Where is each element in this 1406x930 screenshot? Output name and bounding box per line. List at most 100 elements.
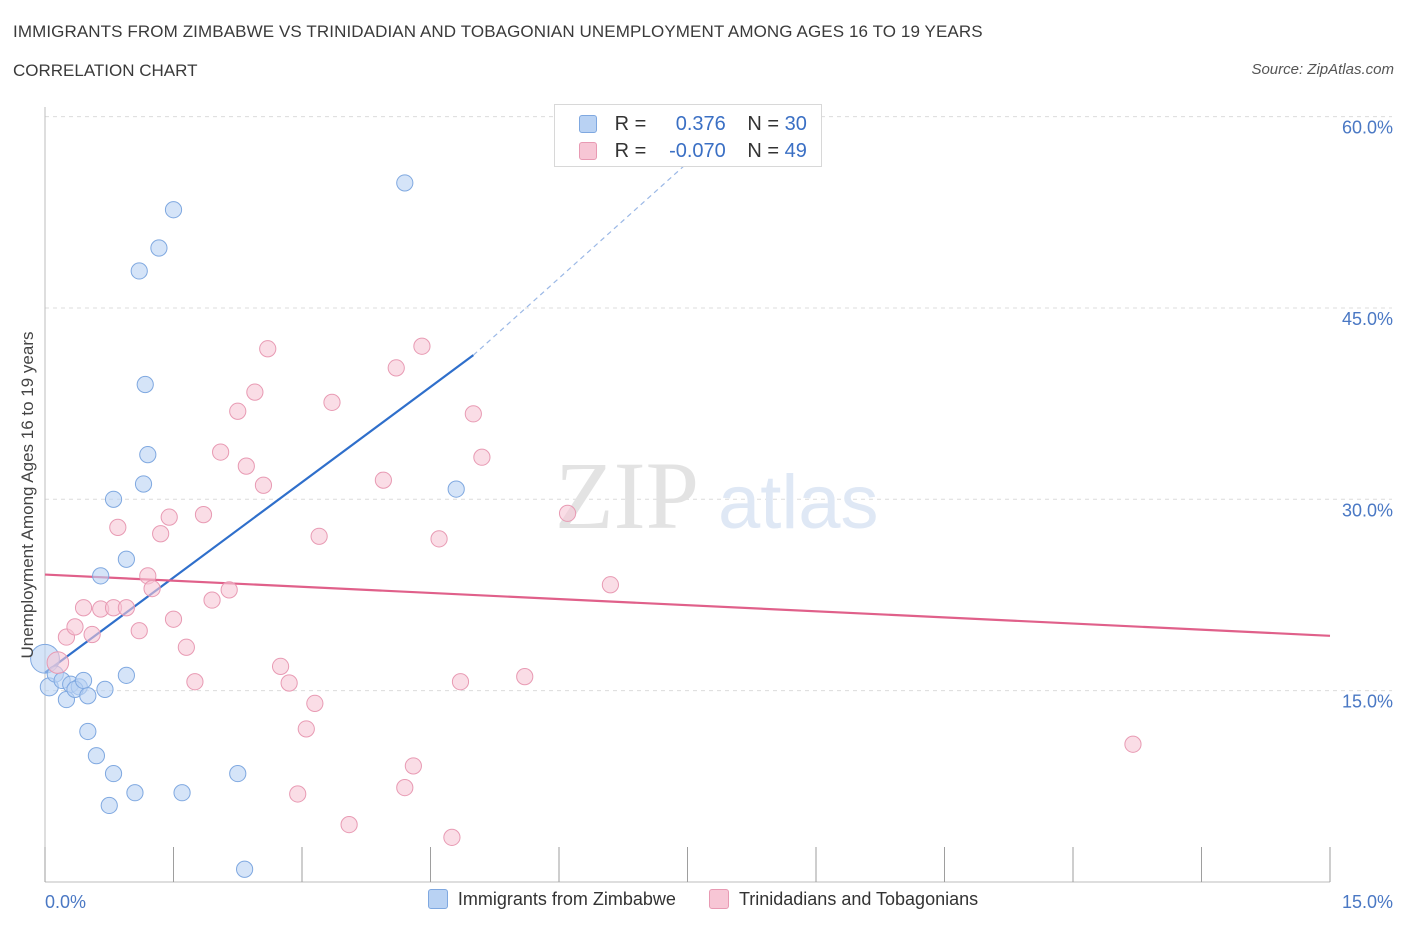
data-point-blue <box>164 201 183 219</box>
tick-labels: 15.0% 30.0% 45.0% 60.0% 0.0% 15.0% <box>45 118 1393 912</box>
data-point-pink <box>177 638 195 656</box>
trend-line-pink <box>44 573 1331 637</box>
legend-swatch-pink <box>579 142 597 160</box>
y-axis-title: Unemployment Among Ages 16 to 19 years <box>18 332 37 659</box>
data-point-pink <box>186 673 204 691</box>
data-point-pink <box>164 610 183 628</box>
y-tick-label: 60.0% <box>1342 118 1393 138</box>
data-point-pink <box>254 476 273 494</box>
data-point-pink <box>340 815 358 834</box>
legend-swatch-pink <box>708 889 729 909</box>
trend-line-blue <box>44 354 474 674</box>
data-point-pink <box>109 518 127 536</box>
data-point-blue <box>134 475 153 493</box>
data-point-pink <box>229 402 247 420</box>
data-point-blue <box>136 375 154 394</box>
data-point-pink <box>451 673 470 691</box>
data-point-blue <box>236 860 254 878</box>
x-tick-label: 15.0% <box>1342 892 1393 912</box>
data-point-blue <box>100 796 118 815</box>
r-label: R = <box>614 140 647 162</box>
data-point-blue <box>117 550 135 568</box>
data-point-pink <box>143 579 161 598</box>
source-credit: Source: ZipAtlas.com <box>1251 61 1394 78</box>
data-point-pink <box>117 599 135 617</box>
correlation-legend: R = 0.376 N = 30 R = -0.070 N = 49 <box>554 104 822 167</box>
data-point-blue <box>79 722 97 741</box>
data-point-pink <box>220 581 238 599</box>
data-point-pink <box>1124 735 1142 753</box>
data-point-blue <box>104 490 123 508</box>
data-point-pink <box>83 625 101 644</box>
watermark-atlas: atlas <box>718 460 879 545</box>
x-tick-label: 0.0% <box>45 892 86 912</box>
data-point-blue <box>79 687 97 705</box>
data-point-pink <box>212 443 230 461</box>
data-point-pink <box>74 599 93 617</box>
data-point-pink <box>130 622 148 640</box>
data-point-pink <box>152 525 170 543</box>
data-point-blue <box>130 262 148 280</box>
data-point-blue <box>150 239 168 257</box>
data-point-pink <box>289 785 307 803</box>
y-tick-label: 45.0% <box>1342 309 1393 329</box>
data-point-pink <box>387 359 405 377</box>
data-point-pink <box>558 504 577 522</box>
y-tick-label: 15.0% <box>1342 692 1393 712</box>
n-label: N = <box>747 113 780 135</box>
data-point-blue <box>447 480 465 498</box>
r-value: -0.070 <box>669 140 726 162</box>
y-tick-label: 30.0% <box>1342 500 1393 520</box>
data-point-pink <box>396 779 414 797</box>
data-point-blue <box>104 764 123 783</box>
watermark-zip: ZIP <box>555 442 699 549</box>
legend-item-zimbabwe: Immigrants from Zimbabwe <box>427 889 676 910</box>
watermark: ZIP atlas <box>555 442 879 549</box>
data-point-blue <box>74 671 93 690</box>
data-point-pink <box>404 757 422 775</box>
data-point-pink <box>297 720 315 738</box>
legend-row-trinidad: R = -0.070 N = 49 <box>579 140 807 164</box>
data-point-pink <box>443 828 461 846</box>
data-point-pink <box>194 506 213 524</box>
chart-title: IMMIGRANTS FROM ZIMBABWE VS TRINIDADIAN … <box>13 22 983 41</box>
data-point-pink <box>516 668 534 686</box>
data-point-blue <box>92 567 110 585</box>
data-point-pink <box>413 337 431 355</box>
n-value: 49 <box>784 140 807 162</box>
r-value: 0.376 <box>675 113 726 135</box>
legend-label-zimbabwe: Immigrants from Zimbabwe <box>457 889 676 909</box>
data-points <box>30 174 1142 878</box>
data-point-pink <box>310 527 328 545</box>
data-point-pink <box>46 651 70 674</box>
gridlines <box>45 116 1392 692</box>
data-point-pink <box>280 674 298 692</box>
data-point-blue <box>396 174 414 192</box>
series-legend: Immigrants from Zimbabwe Trinidadians an… <box>0 889 1406 910</box>
data-point-pink <box>430 530 448 548</box>
data-point-pink <box>160 508 178 526</box>
data-point-blue <box>229 764 247 783</box>
data-point-pink <box>271 657 290 676</box>
data-point-pink <box>601 576 620 594</box>
data-point-blue <box>173 784 191 802</box>
data-point-pink <box>66 618 84 636</box>
chart-subtitle: CORRELATION CHART <box>13 61 198 80</box>
data-point-pink <box>306 694 324 713</box>
legend-swatch-blue <box>579 115 597 133</box>
data-point-blue <box>87 747 106 765</box>
data-point-blue <box>126 784 144 802</box>
data-point-blue <box>117 666 135 684</box>
legend-label-trinidad: Trinidadians and Tobagonians <box>738 889 979 909</box>
data-point-pink <box>237 457 255 475</box>
legend-swatch-blue <box>427 889 448 909</box>
n-value: 30 <box>784 113 807 135</box>
data-point-pink <box>464 405 482 423</box>
data-point-pink <box>246 383 264 401</box>
legend-row-zimbabwe: R = 0.376 N = 30 <box>579 113 807 137</box>
data-point-pink <box>473 448 491 466</box>
data-point-blue <box>139 446 157 464</box>
data-point-pink <box>374 471 392 489</box>
axes <box>44 107 1331 883</box>
